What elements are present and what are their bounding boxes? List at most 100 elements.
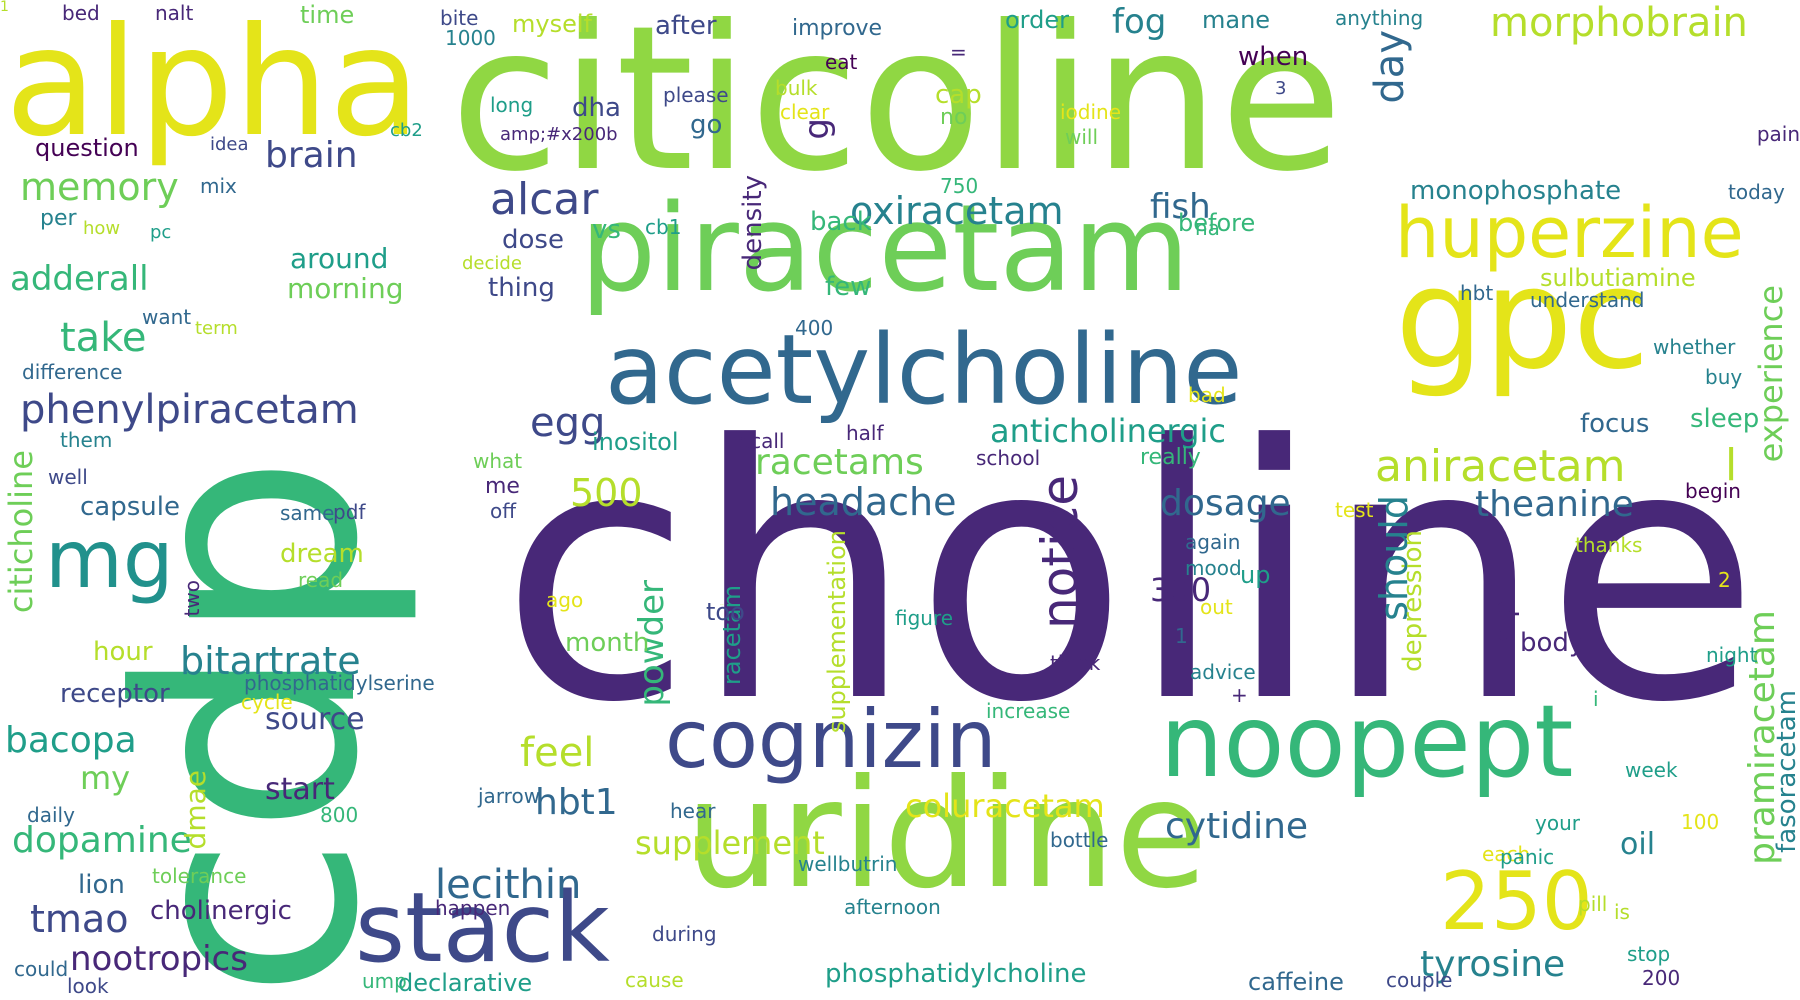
word-dha: dha xyxy=(572,93,621,123)
word-tmao: tmao xyxy=(30,897,129,941)
word-myself: myself xyxy=(512,10,592,38)
word-start: start xyxy=(265,772,335,807)
word-cb1: cb1 xyxy=(645,215,682,239)
word-idea: idea xyxy=(210,134,249,155)
word-500: 500 xyxy=(570,471,643,515)
word-depression: depression xyxy=(1398,530,1428,672)
word-recall: recall xyxy=(730,429,785,453)
word-100: 100 xyxy=(1681,810,1720,834)
word-mood: mood xyxy=(1185,556,1242,580)
word-phosphatidylserine: phosphatidylserine xyxy=(244,671,435,695)
word-my: my xyxy=(80,759,131,797)
word-fish: fish xyxy=(1150,187,1211,227)
word-alcar: alcar xyxy=(490,174,599,225)
word-cognizin: cognizin xyxy=(665,693,997,786)
word-figure: figure xyxy=(895,606,954,630)
word-cytidine: cytidine xyxy=(1165,806,1309,847)
word-school: school xyxy=(976,446,1041,470)
word-amp-x200b: amp;#x200b xyxy=(500,124,618,145)
word-tyrosine: tyrosine xyxy=(1420,944,1566,985)
word-term: term xyxy=(195,318,238,339)
word-mg: mg xyxy=(45,513,174,606)
word-please: please xyxy=(663,83,729,107)
word-today: today xyxy=(1728,180,1785,204)
word-tolerance: tolerance xyxy=(152,864,247,888)
word-during: during xyxy=(652,922,717,946)
word-same: same xyxy=(280,501,335,525)
word-mane: mane xyxy=(1202,6,1271,34)
word-adderall: adderall xyxy=(10,259,149,299)
word-piracetam: piracetam xyxy=(580,180,1190,319)
word-anticholinergic: anticholinergic xyxy=(990,412,1226,450)
word-mix: mix xyxy=(200,174,237,198)
word-fasoracetam: fasoracetam xyxy=(1772,690,1800,853)
word-egg: egg xyxy=(530,400,606,446)
word-density: density xyxy=(738,175,768,271)
word-notice: notice xyxy=(1031,475,1089,630)
word-aniracetam: aniracetam xyxy=(1375,441,1626,492)
word-wellbutrin: wellbutrin xyxy=(798,852,898,876)
word-advice: advice xyxy=(1190,660,1256,684)
word-after: after xyxy=(655,11,717,41)
word-dosage: dosage xyxy=(1160,483,1291,524)
word-nootropics: nootropics xyxy=(70,939,248,979)
word-iodine: iodine xyxy=(1060,100,1122,124)
word-hbt1: hbt1 xyxy=(535,782,618,823)
word-question: question xyxy=(35,134,139,162)
word-buy: buy xyxy=(1705,365,1743,389)
word-begin: begin xyxy=(1685,479,1741,503)
word-them: them xyxy=(60,428,113,452)
word-long: long xyxy=(490,93,534,117)
word-again: again xyxy=(1185,530,1241,554)
word-each: each xyxy=(1482,842,1531,866)
word-few: few xyxy=(825,272,872,302)
word-morphobrain: morphobrain xyxy=(1490,0,1748,46)
word-bad: bad xyxy=(1188,383,1226,407)
word-difference: difference xyxy=(22,360,123,384)
word-whether: whether xyxy=(1653,335,1736,359)
word-vs: vs xyxy=(592,215,621,245)
word-pc: pc xyxy=(150,222,172,243)
word-feel: feel xyxy=(520,730,595,776)
word-bulk: bulk xyxy=(775,76,818,100)
word-receptor: receptor xyxy=(60,679,170,709)
word-could: could xyxy=(14,957,69,981)
word-uridine: uridine xyxy=(685,748,1208,922)
word-stack: stack xyxy=(355,872,610,984)
word-coluracetam: coluracetam xyxy=(905,787,1105,825)
word-think: think xyxy=(1050,651,1101,675)
word-theanine: theanine xyxy=(1475,484,1634,525)
word-want: want xyxy=(142,305,192,329)
word-thanks: thanks xyxy=(1575,533,1643,557)
word-me: me xyxy=(485,474,520,499)
word-day: day xyxy=(1367,30,1413,104)
word-750: 750 xyxy=(940,174,979,198)
word-read: read xyxy=(298,568,344,592)
word-250: 250 xyxy=(1440,855,1593,948)
word-cause: cause xyxy=(625,968,684,992)
word-inositol: inositol xyxy=(592,428,679,456)
word-is: is xyxy=(1614,900,1630,924)
word-dream: dream xyxy=(280,539,364,569)
word-racetams: racetams xyxy=(755,442,924,483)
word-improve: improve xyxy=(792,16,883,41)
word-before: before xyxy=(1178,209,1256,237)
word-acetylcholine: acetylcholine xyxy=(605,314,1243,426)
word-cb2: cb2 xyxy=(390,120,423,141)
word-your: your xyxy=(1535,811,1580,835)
word-1: 1 xyxy=(0,0,9,15)
word-300: 300 xyxy=(1150,571,1212,609)
word-focus: focus xyxy=(1580,409,1650,439)
word-around: around xyxy=(290,242,389,275)
word-couple: couple xyxy=(1386,968,1453,992)
word-caffeine: caffeine xyxy=(1248,968,1344,996)
word-daily: daily xyxy=(27,803,75,827)
word-alpha: alpha xyxy=(5,0,421,170)
word-up: up xyxy=(1240,561,1271,589)
word-afternoon: afternoon xyxy=(844,895,941,919)
word-time: time xyxy=(300,1,355,29)
word-experience: experience xyxy=(1752,285,1790,463)
word-cap: cap xyxy=(935,80,982,110)
word-will: will xyxy=(1065,125,1099,149)
